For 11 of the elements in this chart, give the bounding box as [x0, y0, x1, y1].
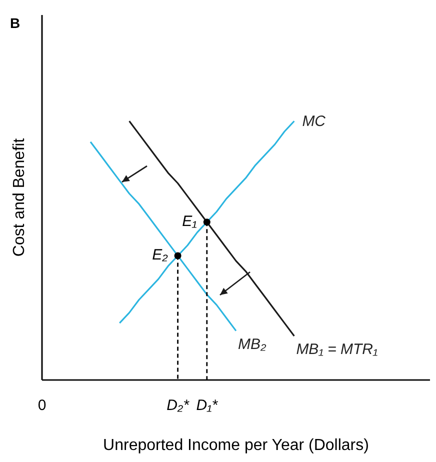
x-tick-label: D₁* — [196, 397, 219, 414]
x-tick-label: 0 — [38, 397, 46, 414]
series-label: MB₂ — [238, 336, 266, 353]
x-axis-title: Unreported Income per Year (Dollars) — [103, 437, 369, 454]
annotation: E₁ — [182, 213, 198, 230]
series-label: MC — [302, 113, 326, 130]
y-axis-title: Cost and Benefit — [11, 138, 28, 257]
annotation: E₂ — [152, 246, 168, 264]
chart-title: B — [10, 15, 20, 31]
series-label: MB₁ = MTR₁ — [296, 340, 378, 358]
x-tick-label: D₂* — [166, 397, 190, 414]
